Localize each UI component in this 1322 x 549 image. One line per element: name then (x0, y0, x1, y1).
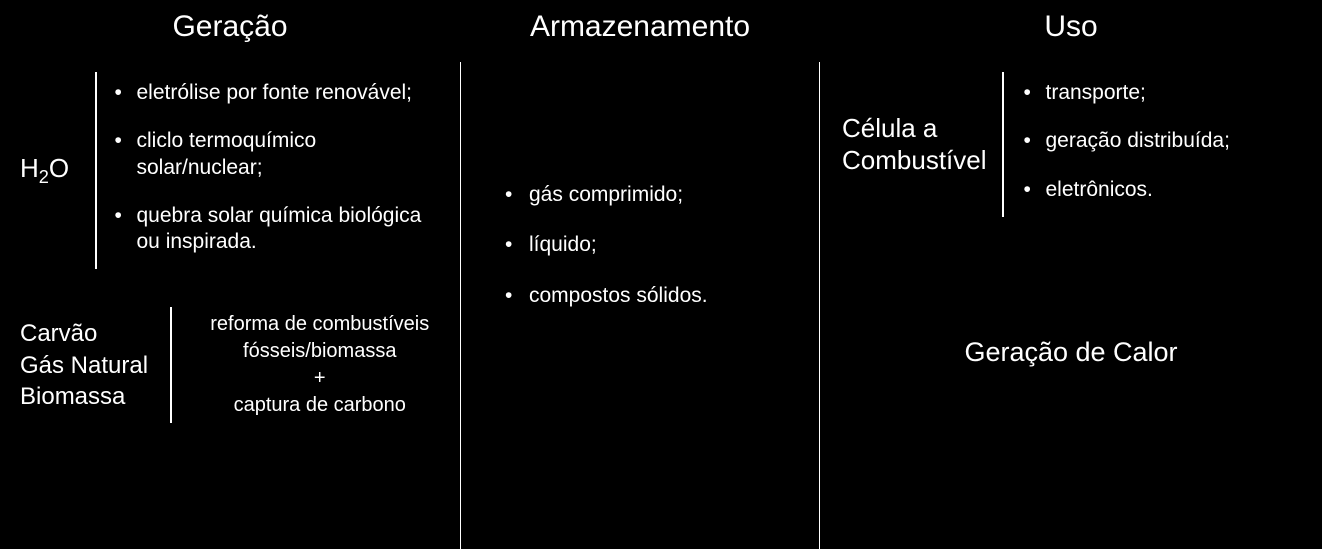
list-item: quebra solar química biológica ou inspir… (137, 203, 441, 256)
generation-fossil-group: Carvão Gás Natural Biomassa reforma de c… (0, 279, 460, 423)
fossil-label: Biomassa (20, 381, 170, 412)
label-line: Combustível (842, 144, 1002, 177)
header-generation: Geração (0, 10, 460, 44)
use-fuelcell-group: Célula a Combustível transporte; geração… (820, 62, 1322, 227)
fossil-label: Gás Natural (20, 350, 170, 381)
fossil-labels: Carvão Gás Natural Biomassa (20, 318, 170, 412)
fossil-label: Carvão (20, 318, 170, 349)
list-item: geração distribuída; (1046, 128, 1303, 154)
list-item: transporte; (1046, 80, 1303, 106)
column-headers: Geração Armazenamento Uso (0, 0, 1322, 62)
vertical-divider (170, 307, 172, 423)
header-use: Uso (820, 10, 1322, 44)
column-generation: H2O eletrólise por fonte renovável; clic… (0, 62, 460, 549)
text-line: captura de carbono (198, 392, 443, 419)
fuelcell-bullet-list: transporte; geração distribuída; eletrôn… (1018, 72, 1313, 217)
column-storage: gás comprimido; líquido; compostos sólid… (460, 62, 820, 549)
header-storage: Armazenamento (460, 10, 820, 44)
diagram-root: Geração Armazenamento Uso H2O eletrólise… (0, 0, 1322, 549)
fuelcell-label: Célula a Combustível (842, 112, 1002, 177)
list-item: compostos sólidos. (529, 283, 809, 309)
storage-bullet-list: gás comprimido; líquido; compostos sólid… (461, 62, 819, 333)
list-item: eletrônicos. (1046, 177, 1303, 203)
label-line: Célula a (842, 112, 1002, 145)
fossil-process-text: reforma de combustíveis fósseis/biomassa… (190, 307, 451, 423)
vertical-divider (95, 72, 97, 269)
list-item: eletrólise por fonte renovável; (137, 80, 441, 106)
diagram-body: H2O eletrólise por fonte renovável; clic… (0, 62, 1322, 549)
list-item: gás comprimido; (529, 182, 809, 208)
generation-h2o-group: H2O eletrólise por fonte renovável; clic… (0, 62, 460, 279)
list-item: líquido; (529, 232, 809, 258)
column-use: Célula a Combustível transporte; geração… (820, 62, 1322, 549)
heat-generation-label: Geração de Calor (820, 227, 1322, 368)
text-line: fósseis/biomassa (198, 338, 443, 365)
h2o-label: H2O (20, 153, 95, 188)
text-line: + (198, 365, 443, 392)
list-item: cliclo termoquímico solar/nuclear; (137, 128, 441, 181)
text-line: reforma de combustíveis (198, 311, 443, 338)
vertical-divider (1002, 72, 1004, 217)
h2o-bullet-list: eletrólise por fonte renovável; cliclo t… (109, 72, 451, 269)
